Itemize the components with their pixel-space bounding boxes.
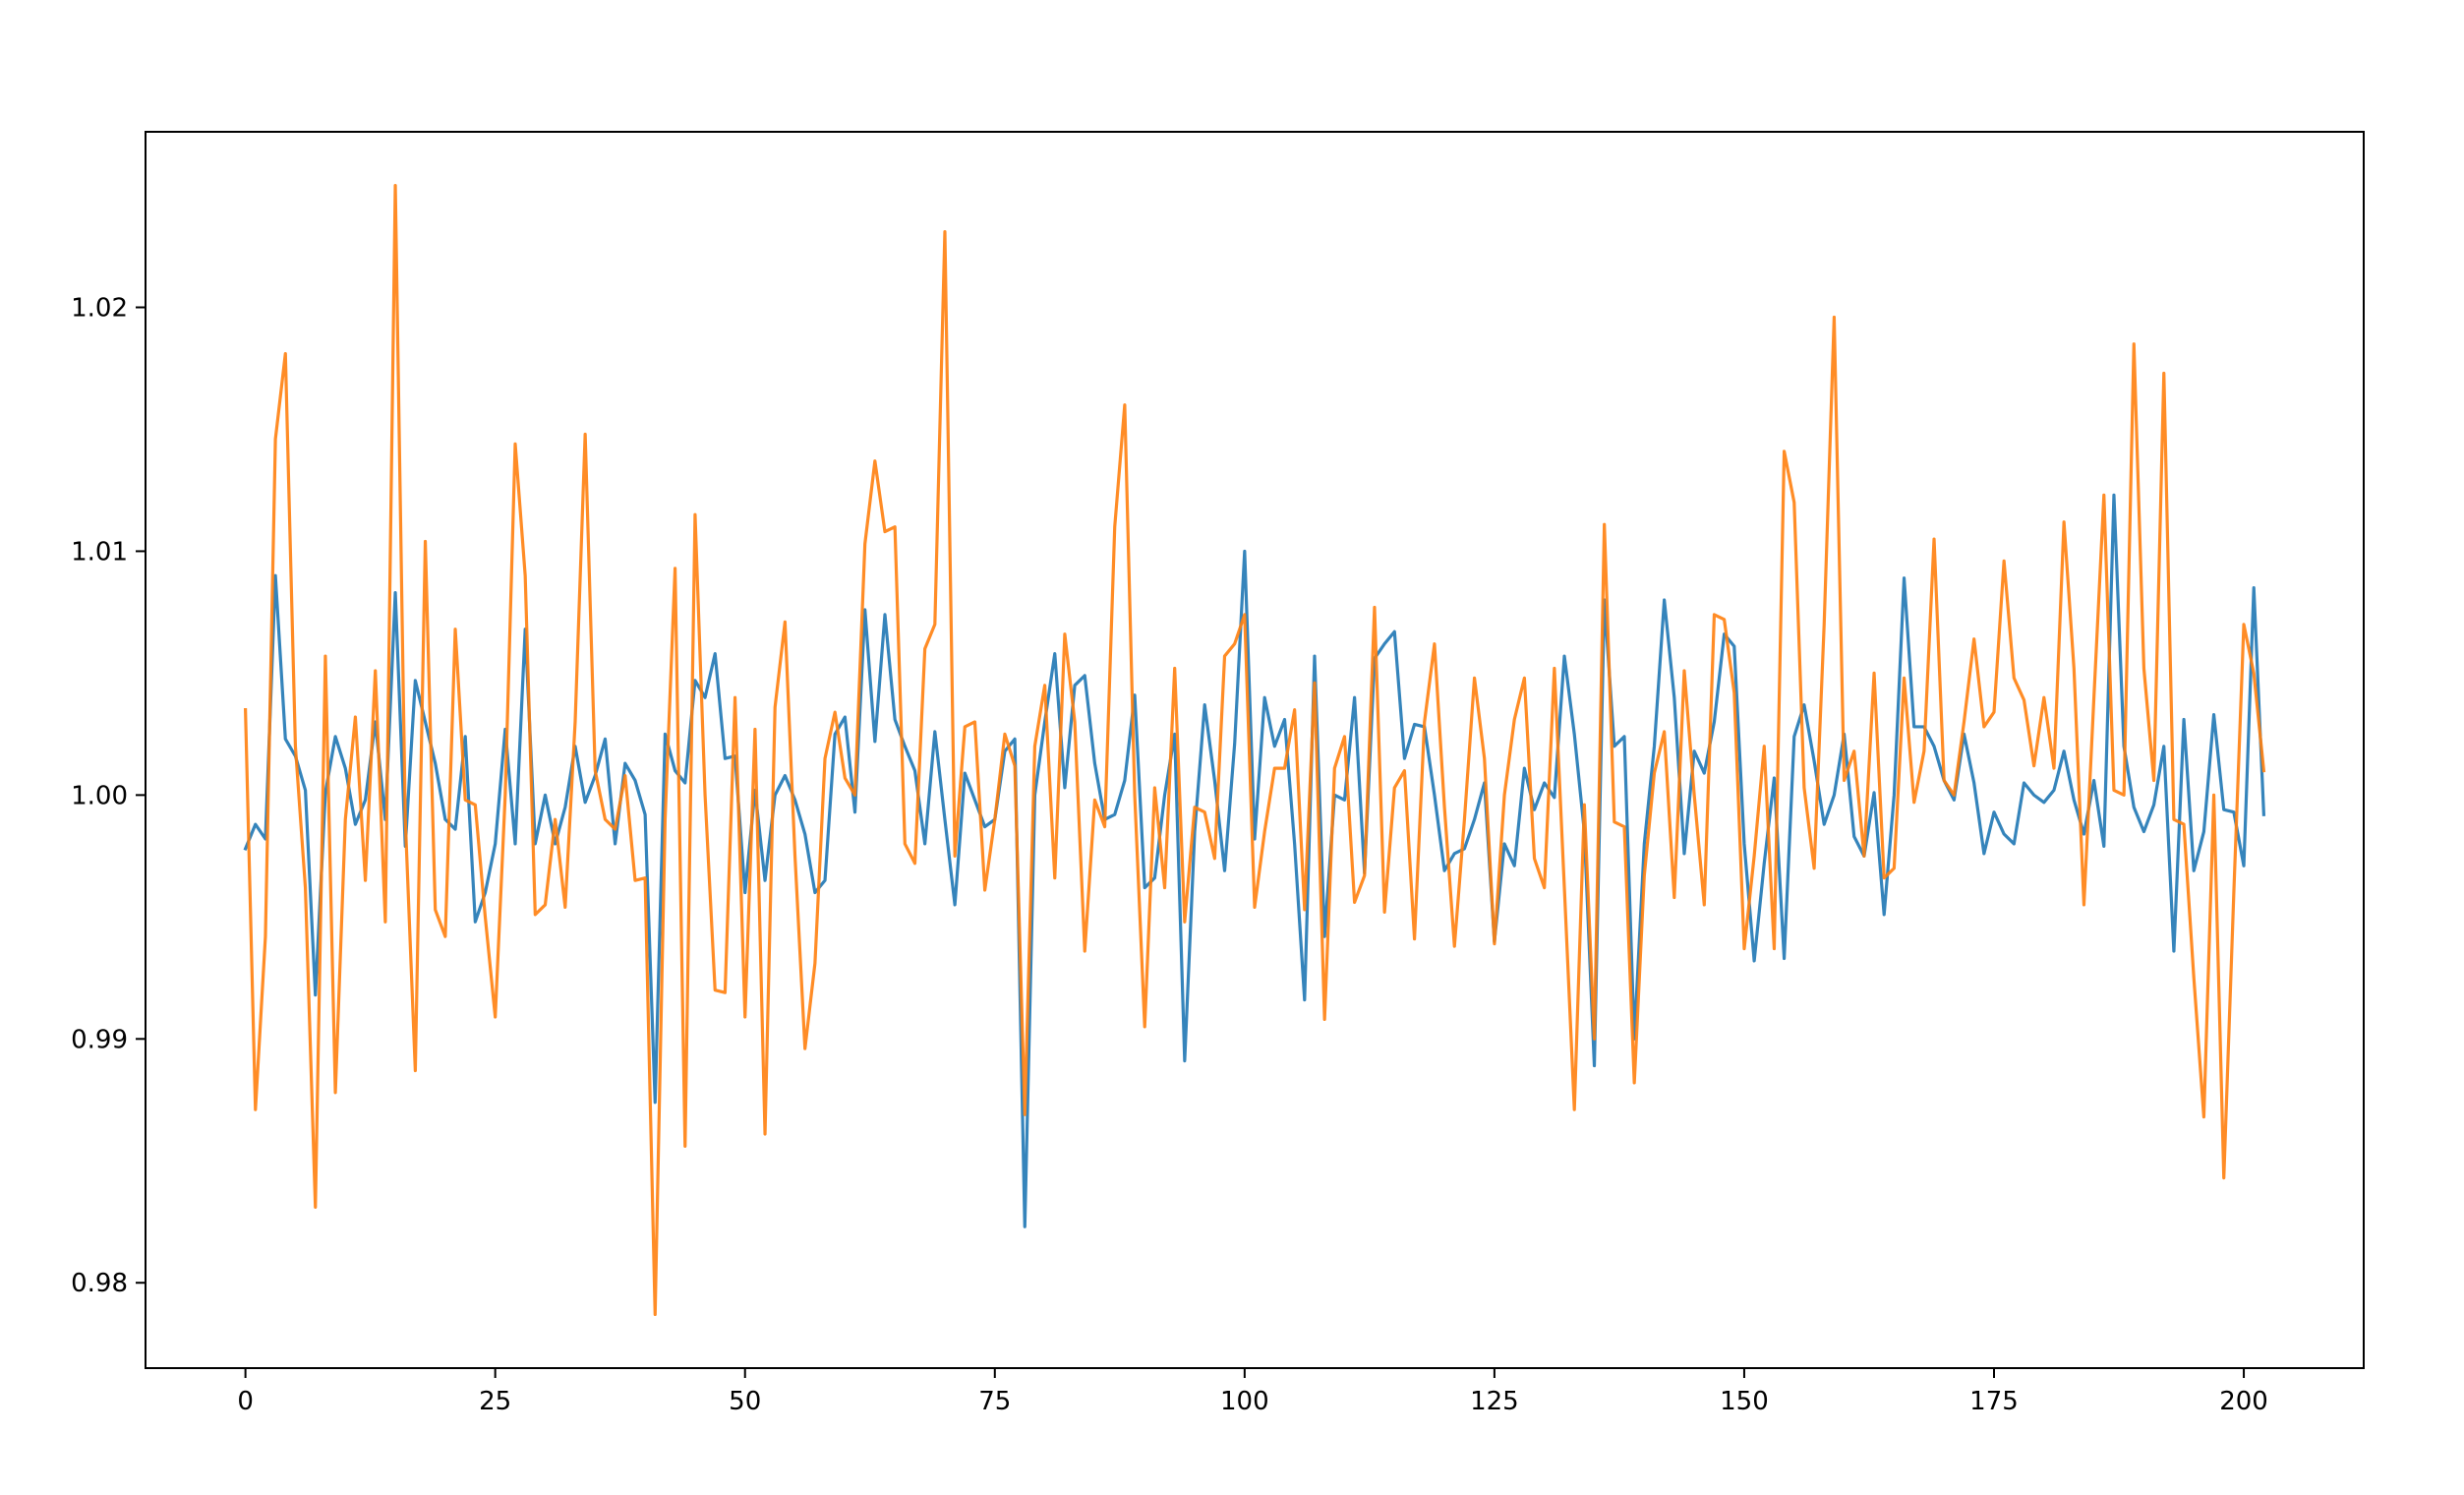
x-tick-label: 25 (479, 1387, 511, 1416)
x-tick-label: 50 (729, 1387, 761, 1416)
y-tick-label: 1.01 (71, 537, 128, 567)
x-tick-label: 125 (1470, 1387, 1519, 1416)
x-tick-label: 0 (237, 1387, 254, 1416)
y-tick-label: 0.99 (71, 1025, 128, 1054)
x-tick-label: 175 (1969, 1387, 2019, 1416)
series-layer (243, 183, 2266, 1317)
plot-area-frame (145, 131, 2365, 1369)
x-tick-label: 150 (1720, 1387, 1769, 1416)
y-tick-label: 1.02 (71, 294, 128, 324)
y-tick-label: 1.00 (71, 781, 128, 810)
x-axis: 0 25 50 75 100 125 150 175 200 (237, 1368, 2268, 1416)
series-line-2 (243, 183, 2266, 1317)
x-tick-label: 100 (1220, 1387, 1269, 1416)
y-axis: 0.98 0.99 1.00 1.01 1.02 (71, 294, 146, 1298)
x-tick-label: 200 (2219, 1387, 2268, 1416)
y-tick-label: 0.98 (71, 1269, 128, 1298)
series-line-1 (243, 493, 2266, 1228)
x-tick-label: 75 (978, 1387, 1011, 1416)
